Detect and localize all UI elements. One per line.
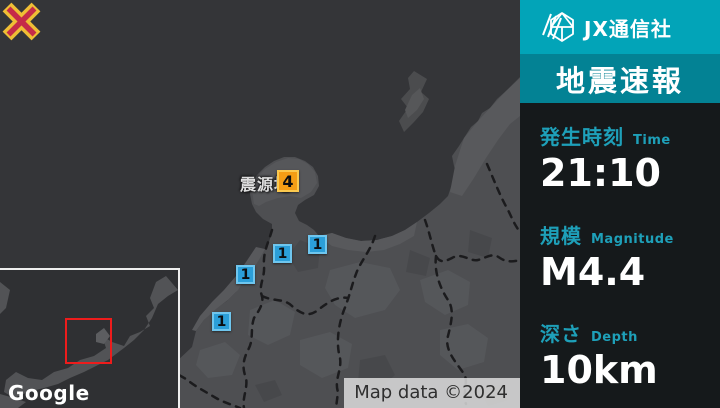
- magnitude-label-ja: 規模: [540, 223, 582, 248]
- depth-label-ja: 深さ: [540, 322, 582, 347]
- depth-label-en: Depth: [591, 330, 638, 346]
- intensity-marker-1: 1: [308, 235, 327, 254]
- depth-label-row: 深さ Depth: [540, 318, 720, 347]
- magnitude-label-en: Magnitude: [591, 231, 674, 247]
- quake-info-panel: 発生時刻 Time 21:10 規模 Magnitude M4.4 深さ Dep…: [520, 103, 720, 393]
- inset-japan-shape: [0, 270, 178, 408]
- alert-title: 地震速報: [555, 63, 684, 98]
- inset-locator-map: [0, 268, 180, 408]
- magnitude-value: M4.4: [540, 249, 646, 294]
- map-canvas[interactable]: 震源地 4 1 1 1 1: [0, 0, 520, 408]
- brand-header: JX通信社: [520, 0, 720, 54]
- time-label-row: 発生時刻 Time: [540, 121, 720, 150]
- magnitude-section: 規模 Magnitude M4.4: [540, 220, 720, 295]
- time-label-en: Time: [633, 133, 671, 148]
- jx-press-logo-icon: [542, 12, 574, 42]
- intensity-marker-1: 1: [236, 265, 255, 284]
- info-sidebar: JX通信社 地震速報 発生時刻 Time 21:10 規模 Magnitude …: [520, 0, 720, 408]
- intensity-marker-1: 1: [212, 312, 231, 331]
- map-data-attribution: Map data ©2024: [344, 378, 520, 408]
- alert-title-band: 地震速報: [520, 54, 720, 103]
- map-terrain: [138, 71, 520, 408]
- brand-name: JX通信社: [584, 16, 672, 41]
- time-section: 発生時刻 Time 21:10: [540, 121, 720, 196]
- intensity-marker-4: 4: [277, 170, 299, 192]
- time-label-ja: 発生時刻: [540, 125, 624, 149]
- sado-island-highland: [405, 88, 424, 118]
- google-logo[interactable]: Google: [8, 381, 90, 405]
- epicenter-marker-icon: [2, 2, 41, 41]
- intensity-marker-1: 1: [273, 244, 292, 263]
- depth-value: 10km: [540, 348, 658, 393]
- inset-region-highlight-box: [65, 318, 112, 364]
- time-value: 21:10: [540, 151, 661, 195]
- depth-section: 深さ Depth 10km: [540, 318, 720, 393]
- magnitude-label-row: 規模 Magnitude: [540, 220, 720, 249]
